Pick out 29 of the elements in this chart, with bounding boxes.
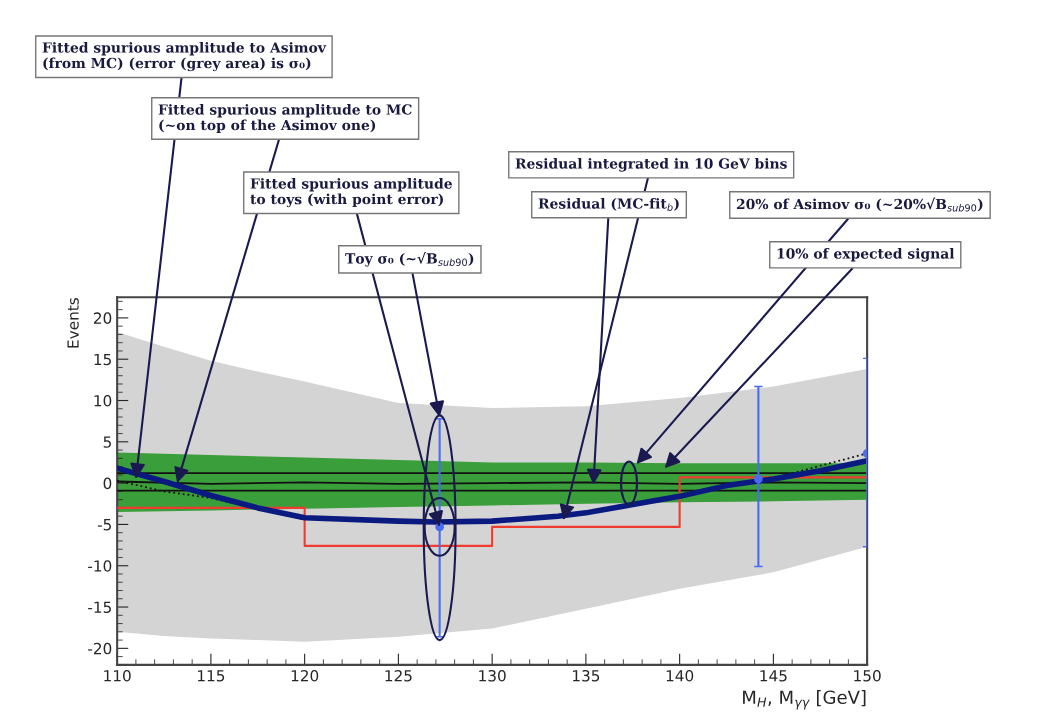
x-axis-title: M$_{H}$, M$_{γγ}$ [GeV]	[743, 690, 866, 710]
x-tick-label: 150	[854, 670, 881, 682]
x-tick-label: 130	[479, 670, 506, 682]
annotation: Toy σ₀ (~√B$_{sub90}$)	[345, 252, 474, 267]
x-tick-label: 110	[104, 670, 131, 682]
x-tick-label: 140	[666, 670, 694, 682]
annotation: Fitted spurious amplitude to Asimov (from MC) (error (grey area) is σ₀)	[42, 42, 327, 72]
annotation: Residual integrated in 10 GeV bins	[515, 158, 787, 172]
annotation: Fitted spurious amplitude to MC (~on top of the Asimov one)	[158, 104, 412, 133]
y-tick-label: 20	[93, 312, 112, 324]
x-tick-label: 120	[291, 670, 319, 682]
x-tick-label: 115	[198, 670, 225, 682]
y-tick-label: -10	[88, 560, 112, 572]
y-axis-title: Events	[67, 298, 79, 348]
x-tick-label: 125	[385, 670, 412, 682]
y-tick-label: 10	[94, 394, 112, 407]
x-tick-label: 135	[572, 670, 600, 682]
annotation: 10% of expected signal	[777, 248, 955, 262]
y-tick-label: 15	[94, 353, 111, 366]
annotation: Residual (MC-fit$_{b}$)	[538, 198, 679, 211]
y-tick-label: -5	[97, 519, 111, 531]
y-tick-label: 0	[103, 477, 112, 490]
point	[754, 474, 763, 484]
y-tick-label: -15	[88, 601, 111, 614]
annotation: Fitted spurious amplitude to toys (with point error)	[250, 178, 452, 208]
y-tick-label: 5	[103, 436, 111, 448]
y-tick-label: -20	[88, 642, 112, 655]
annotation: 20% of Asimov σ₀ (~20%√B$_{sub90}$)	[736, 197, 983, 212]
x-tick-label: 145	[760, 670, 787, 682]
